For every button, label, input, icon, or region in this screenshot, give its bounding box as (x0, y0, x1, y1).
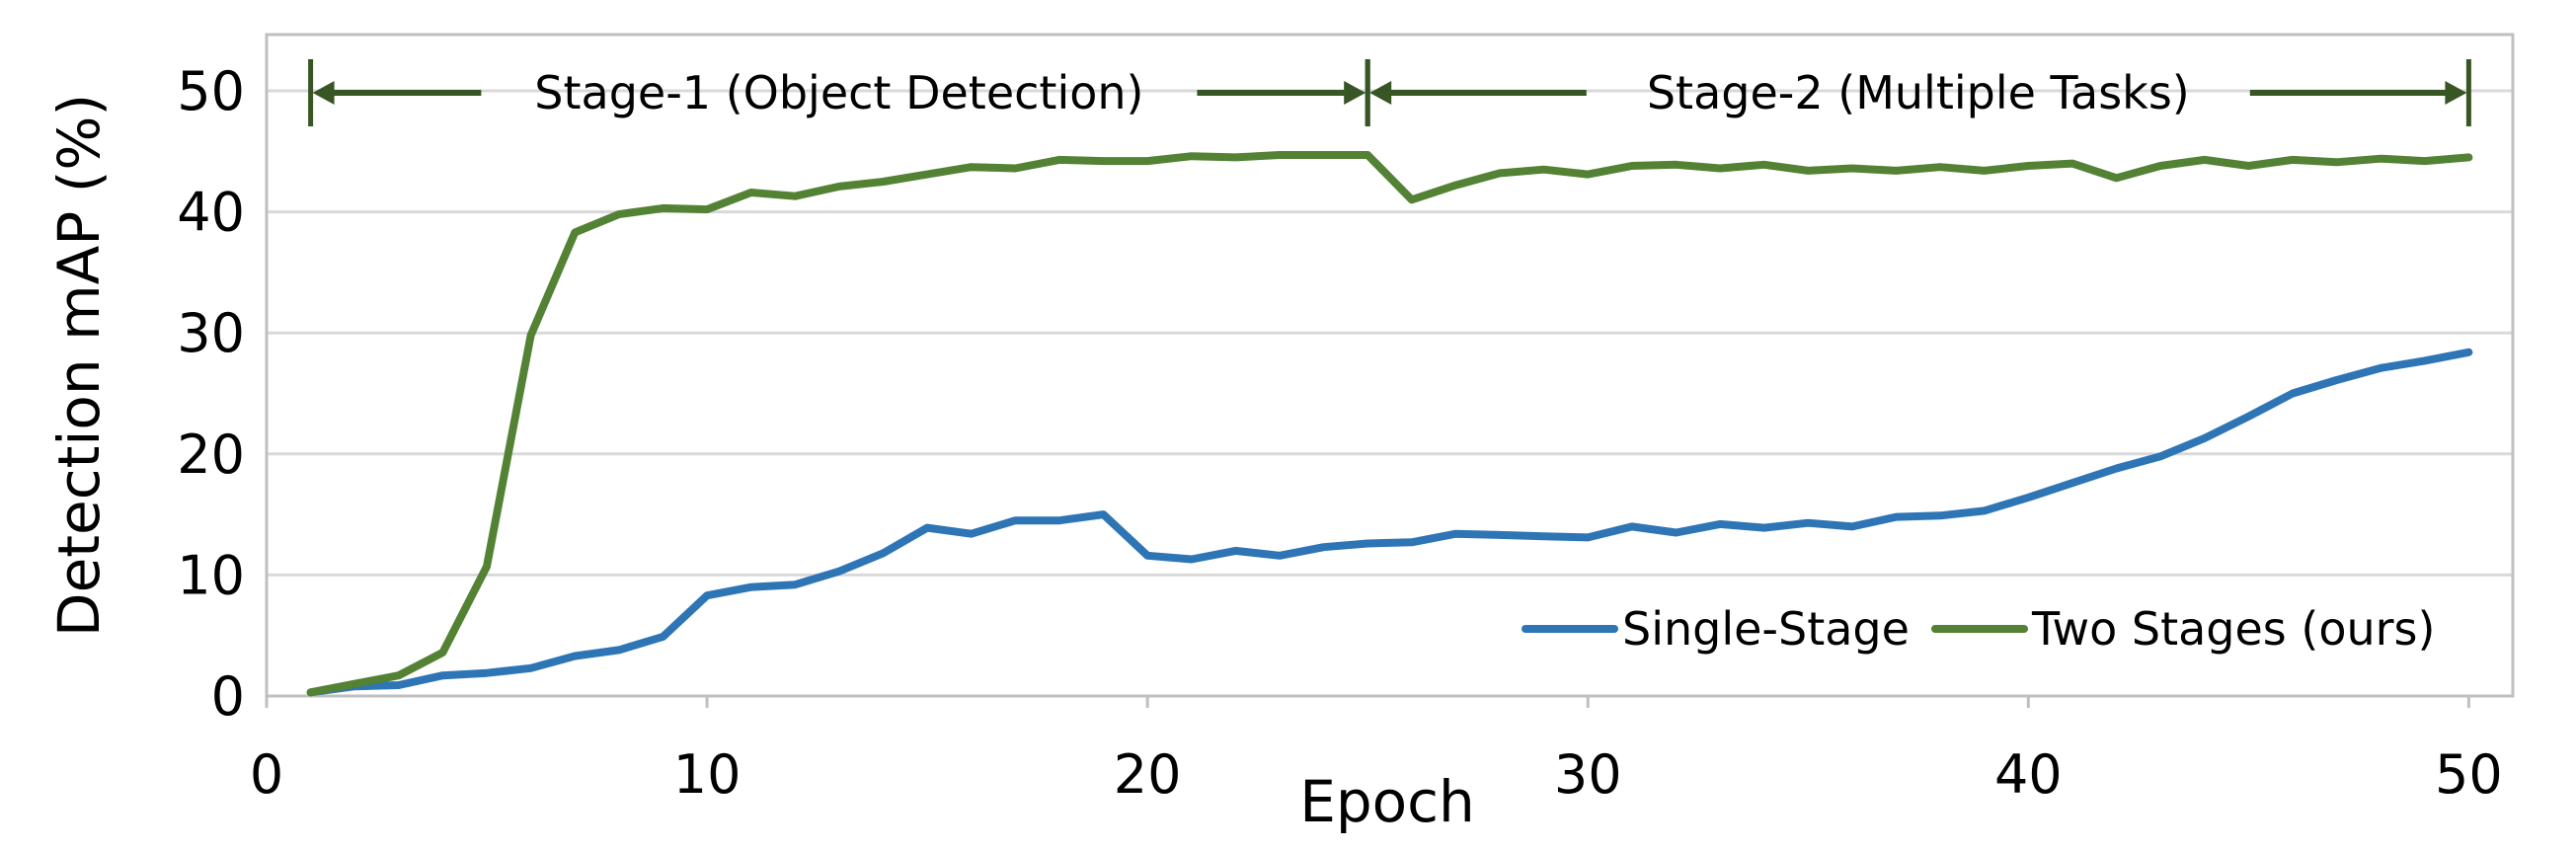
x-tick-label-30: 30 (1554, 743, 1622, 806)
y-tick-label-40: 40 (177, 182, 245, 244)
stage-annotations: Stage-1 (Object Detection) Stage-2 (Multi… (308, 59, 2471, 126)
stage-1-arrowhead-right (1344, 81, 1366, 105)
y-tick-label-10: 10 (177, 544, 245, 606)
axes (265, 33, 2515, 708)
x-tick-label-20: 20 (1114, 743, 1182, 806)
stage-2-label: Stage-2 (Multiple Tasks) (1647, 66, 2190, 119)
y-tick-label-30: 30 (177, 302, 245, 364)
series-line-0 (306, 348, 2473, 697)
legend-label-1: Two Stages (ours) (2031, 602, 2435, 656)
y-tick-label-0: 0 (211, 665, 245, 728)
x-tick-label-0: 0 (250, 743, 283, 806)
x-axis-title: Epoch (1299, 768, 1475, 835)
x-tick-label-10: 10 (673, 743, 742, 806)
y-tick-label-50: 50 (177, 60, 245, 122)
stage-1-arrowhead-left (312, 81, 335, 105)
stage-2-arrowhead-right (2445, 81, 2467, 105)
y-tick-label-20: 20 (177, 424, 245, 486)
x-tick-label-40: 40 (1994, 743, 2063, 806)
legend-label-0: Single-Stage (1622, 602, 1910, 656)
stage-1-label: Stage-1 (Object Detection) (534, 66, 1143, 119)
series-line-1 (306, 151, 2473, 697)
legend: Single-Stage Two Stages (ours) (1522, 602, 2435, 656)
y-axis-title: Detection mAP (%) (45, 94, 113, 637)
plot-area-border (265, 33, 2515, 698)
x-tick-label-50: 50 (2435, 743, 2503, 806)
series-lines (306, 151, 2473, 697)
stage-2-arrowhead-left (1369, 81, 1392, 105)
tick-labels: 0 10 20 30 40 50 0 10 20 30 40 50 (177, 60, 2502, 806)
